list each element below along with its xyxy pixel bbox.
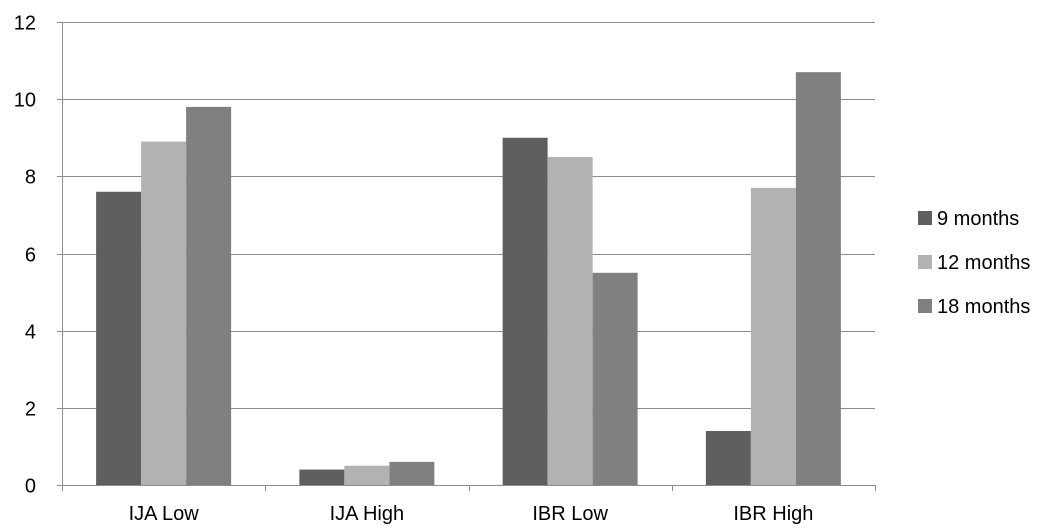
legend-label: 18 months — [937, 296, 1030, 318]
x-category-label: IJA Low — [129, 503, 200, 525]
legend-swatch — [918, 299, 932, 313]
legend-label: 9 months — [937, 208, 1019, 230]
legend-swatch — [918, 255, 932, 269]
y-tick-label: 8 — [25, 167, 36, 189]
y-axis-tick-labels: 0 2 4 6 8 10 12 — [14, 13, 36, 498]
x-category-label: IBR High — [733, 503, 813, 525]
bar-18-months-IJA-Low — [186, 106, 232, 485]
legend: 9 months 12 months 18 months — [918, 208, 1030, 318]
y-tick-label: 6 — [25, 245, 36, 267]
axes — [57, 22, 876, 491]
bar-9-months-IJA-Low — [96, 191, 142, 485]
bar-12-months-IBR-High — [750, 187, 796, 486]
bar-12-months-IJA-Low — [141, 141, 187, 485]
bar-9-months-IJA-High — [299, 469, 345, 485]
bar-12-months-IBR-Low — [547, 157, 593, 485]
bar-12-months-IJA-High — [344, 465, 390, 485]
x-category-label: IBR Low — [532, 503, 608, 525]
y-tick-label: 10 — [14, 90, 36, 112]
legend-label: 12 months — [937, 252, 1030, 274]
y-tick-label: 12 — [14, 13, 36, 35]
y-tick-label: 2 — [25, 399, 36, 421]
bar-18-months-IBR-Low — [592, 272, 638, 485]
x-axis-category-labels: IJA Low IJA High IBR Low IBR High — [129, 503, 814, 525]
legend-swatch — [918, 211, 932, 225]
bar-18-months-IBR-High — [795, 72, 841, 486]
bar-9-months-IBR-Low — [502, 137, 548, 485]
bar-18-months-IJA-High — [389, 461, 435, 485]
x-category-label: IJA High — [330, 503, 404, 525]
bar-9-months-IBR-High — [705, 430, 751, 485]
y-tick-label: 0 — [25, 476, 36, 498]
y-tick-label: 4 — [25, 322, 36, 344]
bars — [96, 72, 841, 486]
